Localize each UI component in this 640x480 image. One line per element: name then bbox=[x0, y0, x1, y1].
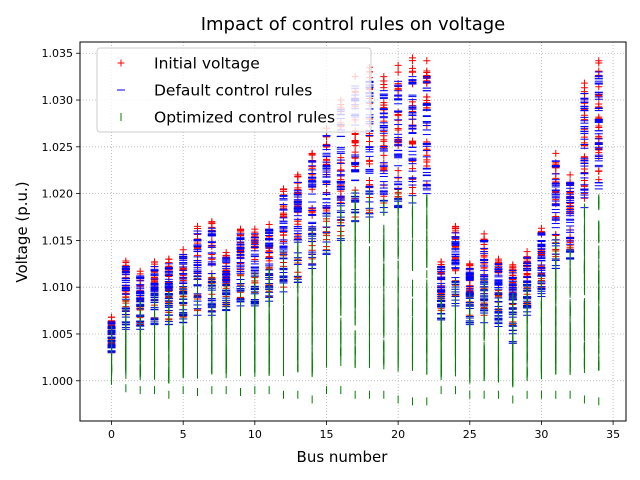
data-point bbox=[380, 117, 388, 125]
data-point bbox=[580, 84, 588, 92]
data-point bbox=[237, 259, 245, 267]
data-point bbox=[279, 237, 287, 245]
data-point bbox=[408, 64, 416, 72]
legend-box bbox=[96, 47, 372, 133]
data-point bbox=[279, 202, 287, 210]
data-point bbox=[552, 149, 560, 157]
data-point bbox=[595, 100, 603, 108]
x-axis-label: Bus number bbox=[297, 448, 389, 466]
x-tick-label: 0 bbox=[108, 428, 115, 441]
data-point bbox=[365, 132, 373, 140]
x-tick-label: 35 bbox=[606, 428, 620, 441]
data-point bbox=[566, 171, 574, 179]
data-point bbox=[595, 123, 603, 131]
data-point bbox=[194, 231, 202, 238]
series-2 bbox=[111, 189, 600, 406]
y-tick-label: 1.010 bbox=[42, 281, 74, 294]
x-axis-ticks: 0 5 10 15 20 25 30 35 bbox=[108, 421, 620, 441]
data-point bbox=[494, 261, 502, 269]
data-point bbox=[337, 187, 345, 195]
y-tick-label: 1.015 bbox=[42, 234, 74, 247]
data-point bbox=[322, 133, 330, 141]
data-point bbox=[365, 156, 373, 164]
legend-label: Default control rules bbox=[154, 82, 312, 100]
x-tick-label: 30 bbox=[534, 428, 548, 441]
data-point bbox=[595, 92, 603, 100]
data-point bbox=[451, 225, 459, 233]
data-point bbox=[380, 151, 388, 159]
y-axis-ticks: 1.000 1.005 1.010 1.015 1.020 1.025 1.030 1.035 bbox=[42, 47, 80, 388]
data-point bbox=[279, 209, 287, 217]
data-point bbox=[394, 61, 402, 69]
data-point bbox=[380, 142, 388, 150]
data-point bbox=[595, 59, 603, 67]
data-point bbox=[394, 86, 402, 94]
x-tick-label: 10 bbox=[248, 428, 262, 441]
legend: Initial voltage Default control rules Opti… bbox=[96, 47, 372, 133]
data-point bbox=[294, 179, 302, 187]
data-point bbox=[380, 166, 388, 174]
data-point bbox=[423, 93, 431, 101]
data-point bbox=[552, 174, 560, 182]
y-tick-label: 1.030 bbox=[42, 94, 74, 107]
plot-frame bbox=[79, 41, 627, 422]
data-point bbox=[552, 188, 560, 196]
data-point bbox=[365, 176, 373, 184]
data-point bbox=[351, 148, 359, 156]
data-point bbox=[294, 172, 302, 180]
data-point bbox=[308, 163, 316, 171]
data-point bbox=[394, 116, 402, 124]
data-point bbox=[308, 151, 316, 159]
x-tick-label: 20 bbox=[391, 428, 405, 441]
data-point bbox=[380, 101, 388, 109]
data-point bbox=[580, 165, 588, 173]
data-point bbox=[151, 258, 159, 266]
chart-title: Impact of control rules on voltage bbox=[201, 14, 506, 35]
data-point bbox=[165, 255, 173, 263]
x-tick-label: 15 bbox=[319, 428, 333, 441]
data-point bbox=[423, 158, 431, 166]
x-tick-label: 5 bbox=[180, 428, 187, 441]
data-point bbox=[279, 187, 287, 195]
data-point bbox=[552, 196, 560, 204]
data-point bbox=[394, 68, 402, 76]
data-point bbox=[595, 167, 603, 175]
data-point bbox=[380, 136, 388, 144]
data-point bbox=[408, 139, 416, 147]
y-tick-label: 1.035 bbox=[42, 47, 74, 60]
data-point bbox=[337, 166, 345, 174]
y-tick-label: 1.020 bbox=[42, 188, 74, 201]
data-point bbox=[351, 137, 359, 145]
data-point bbox=[408, 57, 416, 65]
data-point bbox=[523, 255, 531, 263]
data-point bbox=[595, 176, 603, 184]
data-point bbox=[208, 220, 216, 228]
data-point bbox=[380, 77, 388, 85]
x-tick-label: 25 bbox=[463, 428, 477, 441]
legend-label: Optimized control rules bbox=[154, 109, 335, 127]
y-axis-label: Voltage (p.u.) bbox=[13, 181, 31, 282]
data-point bbox=[423, 57, 431, 65]
data-point bbox=[251, 256, 259, 264]
data-point bbox=[580, 182, 588, 190]
y-tick-label: 1.005 bbox=[42, 328, 74, 341]
plot-points bbox=[107, 54, 603, 406]
data-point bbox=[222, 251, 230, 259]
data-point bbox=[394, 124, 402, 132]
y-tick-label: 1.025 bbox=[42, 141, 74, 154]
data-point bbox=[580, 189, 588, 197]
data-point bbox=[380, 127, 388, 135]
data-point bbox=[394, 174, 402, 182]
data-point bbox=[394, 167, 402, 175]
data-point bbox=[466, 261, 474, 269]
data-point bbox=[294, 231, 302, 239]
legend-label: Initial voltage bbox=[154, 55, 260, 73]
data-point bbox=[194, 251, 202, 259]
y-tick-label: 1.000 bbox=[42, 375, 74, 388]
data-point bbox=[265, 249, 273, 257]
legend-marker bbox=[117, 59, 125, 67]
data-point bbox=[308, 208, 316, 216]
